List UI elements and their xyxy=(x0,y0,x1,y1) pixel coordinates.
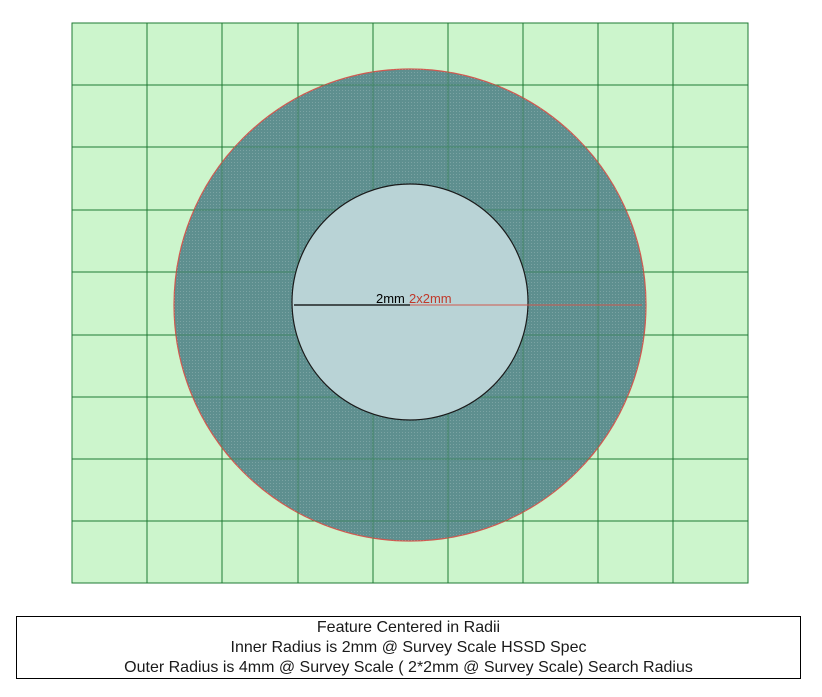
radii-diagram: 2mm 2x2mm xyxy=(71,22,749,584)
outer-radius-label: 2x2mm xyxy=(409,291,452,306)
caption-title: Feature Centered in Radii xyxy=(316,618,501,636)
inner-radius-circle xyxy=(291,183,529,421)
inner-radius-label: 2mm xyxy=(376,291,405,306)
caption-inner-radius: Inner Radius is 2mm @ Survey Scale HSSD … xyxy=(230,638,587,656)
caption-outer-radius: Outer Radius is 4mm @ Survey Scale ( 2*2… xyxy=(124,658,693,676)
caption-box: Feature Centered in Radii Inner Radius i… xyxy=(16,616,801,679)
